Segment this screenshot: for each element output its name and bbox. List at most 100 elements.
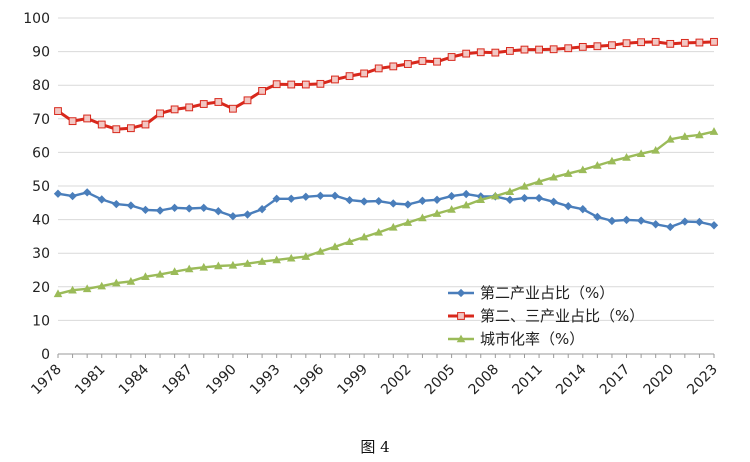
x-tick-label: 1993 xyxy=(247,362,284,399)
data-point xyxy=(54,107,62,115)
data-point xyxy=(301,80,310,89)
data-point xyxy=(491,48,500,57)
data-point xyxy=(53,289,63,298)
data-point xyxy=(447,191,456,201)
data-point xyxy=(53,189,63,198)
data-point xyxy=(456,288,466,298)
data-point xyxy=(185,204,194,213)
x-tick-label: 2020 xyxy=(641,362,678,399)
data-point xyxy=(432,195,442,204)
data-point xyxy=(549,197,558,206)
data-point xyxy=(330,191,340,200)
x-tick-label: 1990 xyxy=(203,362,240,399)
data-point xyxy=(666,222,675,232)
data-point xyxy=(651,145,660,154)
data-point xyxy=(316,191,325,200)
data-point xyxy=(199,100,208,108)
data-point xyxy=(156,109,164,118)
data-point xyxy=(82,188,92,197)
data-point xyxy=(564,201,573,211)
data-point xyxy=(505,195,515,204)
data-point xyxy=(287,194,296,203)
data-point xyxy=(155,206,165,215)
data-point xyxy=(608,41,616,50)
data-point xyxy=(549,172,558,181)
data-point xyxy=(476,195,486,204)
y-tick-label: 90 xyxy=(32,45,50,61)
data-point xyxy=(651,220,660,229)
data-point xyxy=(607,216,617,226)
data-point xyxy=(695,38,704,47)
data-point xyxy=(97,281,107,290)
data-point xyxy=(126,124,135,133)
data-point xyxy=(680,217,690,226)
data-point xyxy=(636,149,646,158)
data-point xyxy=(710,37,718,46)
data-point xyxy=(403,200,413,209)
data-point xyxy=(185,103,194,112)
data-point xyxy=(257,257,267,265)
data-point xyxy=(345,237,354,246)
data-point xyxy=(155,269,165,278)
data-point xyxy=(535,45,543,54)
data-point xyxy=(112,125,121,134)
data-point xyxy=(505,187,515,195)
data-point xyxy=(564,44,573,53)
data-point xyxy=(578,165,588,174)
series-line xyxy=(57,40,715,131)
data-point xyxy=(403,218,413,226)
series-line xyxy=(57,130,715,296)
data-point xyxy=(593,212,602,222)
x-tick-label: 1996 xyxy=(291,361,328,398)
data-point xyxy=(563,169,573,177)
data-point xyxy=(184,264,194,273)
data-point xyxy=(374,196,383,206)
data-point xyxy=(695,130,704,139)
data-point xyxy=(97,195,106,204)
data-point xyxy=(229,104,237,113)
series-1 xyxy=(53,188,719,232)
data-point xyxy=(433,57,441,66)
data-point xyxy=(228,260,238,269)
series-line xyxy=(57,191,715,229)
data-point xyxy=(170,105,179,114)
legend-label: 第二、三产业占比（%） xyxy=(480,307,644,325)
data-point xyxy=(389,199,398,208)
data-point xyxy=(403,60,412,68)
data-point xyxy=(126,201,136,210)
data-point xyxy=(476,48,485,57)
data-point xyxy=(141,120,150,129)
data-point xyxy=(456,334,466,343)
data-point xyxy=(82,284,92,293)
data-point xyxy=(243,210,252,219)
data-point xyxy=(112,278,121,287)
data-point xyxy=(447,205,456,213)
x-tick-label: 1999 xyxy=(334,362,371,399)
data-point xyxy=(520,45,529,54)
data-point xyxy=(578,205,587,214)
data-point xyxy=(520,181,529,190)
data-point xyxy=(462,189,471,199)
y-tick-label: 40 xyxy=(32,213,50,229)
data-point xyxy=(272,80,281,89)
data-point xyxy=(214,261,223,270)
data-point xyxy=(68,117,77,126)
data-point xyxy=(141,272,150,281)
data-point xyxy=(345,72,354,81)
data-point xyxy=(360,69,369,78)
data-point xyxy=(461,200,471,209)
data-point xyxy=(389,62,398,71)
x-tick-label: 1981 xyxy=(72,362,109,399)
data-point xyxy=(680,132,690,140)
x-tick-label: 1978 xyxy=(28,362,65,399)
data-point xyxy=(622,39,631,48)
data-point xyxy=(491,191,500,200)
data-point xyxy=(622,153,631,161)
data-point xyxy=(695,217,704,227)
data-point xyxy=(199,203,208,213)
legend: 第二产业占比（%） 第二、三产业占比（%） 城市化率（%） xyxy=(448,284,644,348)
data-point xyxy=(272,255,281,264)
y-tick-label: 60 xyxy=(32,145,50,161)
data-point xyxy=(243,259,252,267)
data-point xyxy=(709,127,719,135)
